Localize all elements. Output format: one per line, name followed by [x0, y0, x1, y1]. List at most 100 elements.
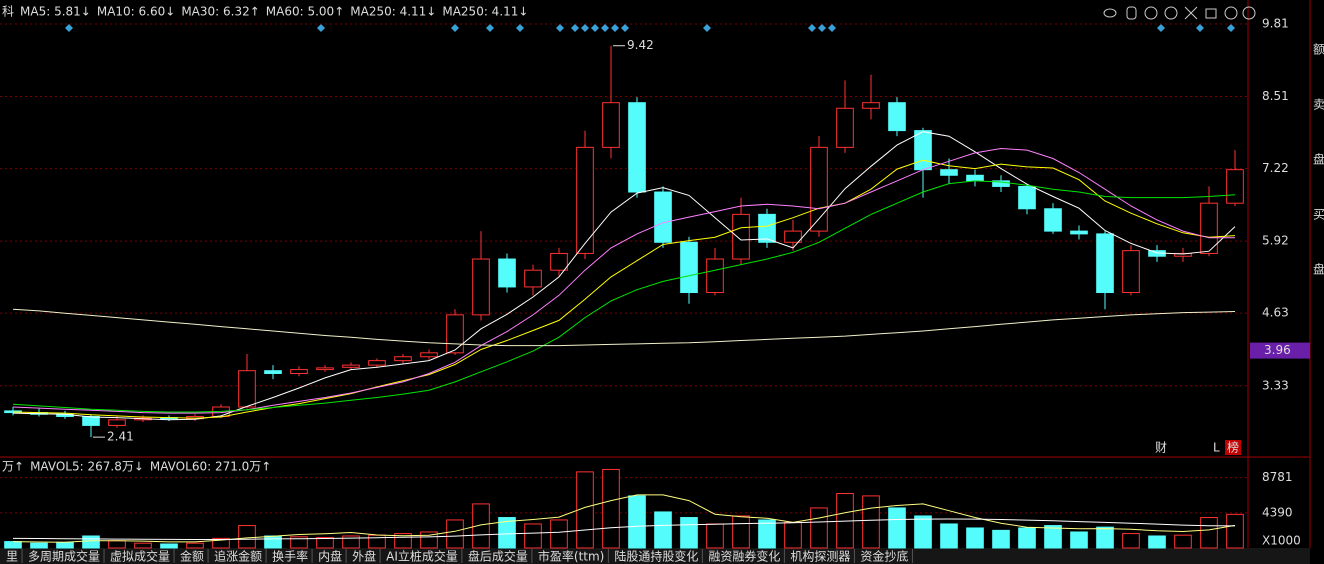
y-tick-label: 8.51 [1262, 89, 1289, 103]
legend-entry: MA30: 6.32↑ [181, 5, 259, 19]
candle-body [264, 370, 282, 374]
mavol-line [12, 494, 1236, 543]
candle-body [706, 258, 724, 294]
candle-body [1018, 185, 1036, 210]
candle-body [628, 102, 646, 193]
volume-bar [498, 517, 516, 549]
volume-bar [784, 521, 802, 549]
side-panel-label: 盘 [1313, 262, 1324, 277]
y-tick-label: 7.22 [1262, 161, 1289, 175]
side-panel-label: 额 [1313, 43, 1324, 57]
mavol-line [12, 518, 1236, 540]
tab[interactable]: 内盘 [318, 549, 342, 564]
volume-bar [264, 535, 282, 549]
candle-body [82, 415, 100, 426]
play-icon[interactable] [1144, 6, 1158, 20]
tab[interactable]: 多周期成交量 [28, 549, 100, 564]
lock-icon[interactable] [1205, 8, 1217, 19]
candle-body [1200, 202, 1218, 254]
volume-bar [654, 511, 672, 549]
tab[interactable]: 外盘 [352, 549, 376, 564]
zoom-out-icon[interactable] [1242, 6, 1256, 20]
legend-entry: MA5: 5.81↓ [20, 5, 91, 19]
candle-body [498, 258, 516, 288]
high-annotation: 9.42 [627, 38, 654, 52]
candle-body [1070, 230, 1088, 235]
scissors-icon[interactable] [1184, 6, 1198, 20]
volume-bar [1018, 527, 1036, 549]
sync-icon[interactable] [1164, 6, 1178, 20]
tab[interactable]: 资金抄底 [860, 549, 908, 564]
event-marker-box [1225, 440, 1241, 455]
signal [516, 24, 524, 32]
tab[interactable]: 市盈率(ttm) [538, 549, 604, 564]
candle-body [966, 174, 984, 182]
candle-body [524, 269, 542, 288]
eye-icon[interactable] [1103, 8, 1117, 18]
volume-bar [758, 519, 776, 549]
tab[interactable]: 换手率 [272, 549, 308, 564]
price-marker-label: 3.96 [1264, 343, 1291, 357]
ma-line [12, 308, 1236, 347]
tab[interactable]: 融资融券变化 [708, 549, 780, 564]
ma-line [12, 159, 1236, 419]
volume-bar [888, 507, 906, 549]
candle-body [316, 367, 334, 371]
volume-bar [1096, 526, 1114, 549]
candle-body [1122, 250, 1140, 294]
volume-bar [160, 543, 178, 549]
volume-bar [628, 495, 646, 549]
tab[interactable]: 陆股通持股变化 [614, 549, 698, 564]
legend-entry: MAVOL60: 271.0万↑ [150, 460, 271, 474]
y-tick-label: 9.81 [1262, 16, 1289, 30]
volume-bar [472, 503, 490, 549]
legend-entry: MAVOL5: 267.8万↓ [30, 460, 144, 474]
tab[interactable]: AI立桩成交量 [386, 549, 458, 564]
tab-bar [0, 548, 1310, 564]
volume-bar [30, 542, 48, 549]
candle-body [576, 146, 594, 254]
legend-entry: 科 [2, 5, 14, 19]
candle-body [602, 102, 620, 148]
zoom-in-icon[interactable] [1224, 6, 1238, 20]
legend-entry: 万↑ [2, 460, 24, 474]
tab[interactable]: 追涨金额 [214, 549, 262, 564]
event-marker: L [1213, 441, 1220, 455]
volume-bar [342, 535, 360, 549]
side-panel-label: 卖 [1313, 98, 1324, 112]
event-marker: 榜 [1227, 440, 1239, 455]
signal [1157, 24, 1235, 32]
y-tick-label: 4.63 [1262, 306, 1289, 320]
candle-body [836, 107, 854, 148]
volume-bar [550, 519, 568, 549]
volume-bar [914, 515, 932, 549]
ma-line [12, 180, 1236, 413]
y-tick-label: 8781 [1262, 470, 1293, 484]
tab[interactable]: 盘后成交量 [468, 549, 528, 564]
volume-bar [1226, 513, 1244, 549]
hand-icon[interactable] [1126, 6, 1137, 20]
tab[interactable]: 金额 [180, 549, 204, 564]
volume-bar [940, 523, 958, 549]
volume-bar [1200, 517, 1218, 549]
side-panel-label: 买 [1313, 208, 1324, 222]
tab[interactable]: 里 [6, 550, 18, 564]
volume-bar [316, 537, 334, 549]
unit-label: X1000 [1262, 534, 1301, 548]
tab[interactable]: 虚拟成交量 [110, 549, 170, 564]
volume-bar [368, 534, 386, 549]
volume-bar [966, 527, 984, 549]
volume-bar [992, 529, 1010, 549]
candle-body [862, 102, 880, 109]
ma-line [12, 147, 1235, 414]
y-tick-label: 4390 [1262, 505, 1293, 519]
signal [556, 24, 564, 32]
candle-body [732, 213, 750, 260]
candle-body [446, 314, 464, 354]
volume-bar [212, 537, 230, 549]
volume-bar [732, 515, 750, 549]
tab[interactable]: 机构探测器 [790, 549, 850, 564]
volume-bar [680, 517, 698, 549]
candle-body [680, 241, 698, 294]
candle-body [914, 130, 932, 171]
